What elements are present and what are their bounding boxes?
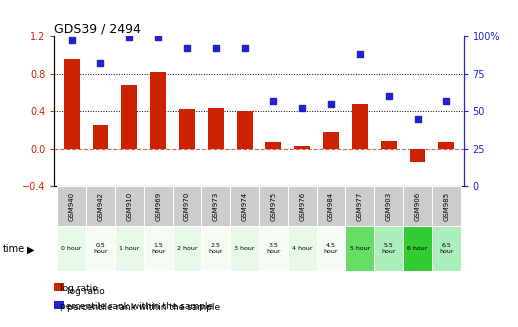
Bar	[375, 226, 403, 271]
Point	[212, 45, 220, 51]
Point	[125, 35, 134, 40]
Bar	[143, 186, 172, 226]
Text: GSM974: GSM974	[241, 191, 248, 221]
Bar	[86, 226, 115, 271]
Bar	[230, 186, 259, 226]
Bar	[316, 226, 346, 271]
Bar	[259, 186, 288, 226]
Bar	[57, 226, 86, 271]
Text: ▶: ▶	[27, 245, 34, 255]
Bar	[115, 186, 143, 226]
Text: GSM969: GSM969	[155, 191, 161, 221]
Bar	[375, 186, 403, 226]
Bar	[259, 226, 288, 271]
Text: 1.5
hour: 1.5 hour	[151, 243, 165, 254]
Bar	[208, 108, 224, 149]
Bar	[403, 226, 432, 271]
Bar	[121, 85, 137, 149]
Bar	[143, 226, 172, 271]
Text: 5.5
hour: 5.5 hour	[381, 243, 396, 254]
Bar	[237, 111, 252, 149]
Text: GSM975: GSM975	[270, 191, 277, 221]
Bar	[202, 186, 230, 226]
Bar	[179, 109, 195, 149]
Point	[240, 45, 249, 51]
Point	[413, 116, 422, 121]
Point	[327, 101, 335, 106]
Bar	[316, 186, 346, 226]
Bar	[294, 146, 310, 149]
Bar	[432, 226, 461, 271]
Text: 1 hour: 1 hour	[119, 246, 139, 251]
Point	[384, 94, 393, 99]
Text: GSM906: GSM906	[414, 191, 421, 221]
Point	[298, 106, 306, 111]
Text: GSM970: GSM970	[184, 191, 190, 221]
Bar	[54, 301, 64, 309]
Bar	[438, 142, 454, 149]
Text: GSM976: GSM976	[299, 191, 305, 221]
Point	[154, 35, 162, 40]
Text: 6.5
hour: 6.5 hour	[439, 243, 454, 254]
Point	[67, 38, 76, 43]
Bar	[266, 142, 281, 149]
Point	[183, 45, 191, 51]
Bar	[288, 186, 316, 226]
Bar	[323, 132, 339, 149]
Text: GSM903: GSM903	[386, 191, 392, 221]
Text: 2 hour: 2 hour	[177, 246, 197, 251]
Point	[356, 51, 364, 57]
Bar	[150, 72, 166, 149]
Text: time: time	[3, 244, 25, 253]
Text: 4 hour: 4 hour	[292, 246, 312, 251]
Bar	[410, 149, 425, 162]
Bar	[403, 186, 432, 226]
Bar	[172, 226, 202, 271]
Bar	[115, 226, 143, 271]
Text: 6 hour: 6 hour	[407, 246, 428, 251]
Bar	[288, 226, 316, 271]
Bar	[54, 283, 64, 291]
Text: GSM985: GSM985	[443, 191, 449, 221]
Text: 5 hour: 5 hour	[350, 246, 370, 251]
Bar	[93, 125, 108, 149]
Text: 0.5
hour: 0.5 hour	[93, 243, 108, 254]
Text: 3 hour: 3 hour	[234, 246, 255, 251]
Text: percentile rank within the sample: percentile rank within the sample	[67, 303, 221, 313]
Text: GSM910: GSM910	[126, 191, 132, 221]
Bar	[352, 104, 368, 149]
Bar	[172, 186, 202, 226]
Point	[442, 98, 451, 103]
Point	[269, 98, 278, 103]
Bar	[230, 226, 259, 271]
Text: GSM942: GSM942	[97, 192, 104, 220]
Bar	[64, 60, 80, 149]
Bar	[86, 186, 115, 226]
Bar	[202, 226, 230, 271]
Text: log ratio: log ratio	[60, 284, 97, 294]
Text: percentile rank within the sample: percentile rank within the sample	[60, 302, 213, 312]
Text: log ratio: log ratio	[67, 287, 105, 296]
Text: GSM940: GSM940	[69, 191, 75, 221]
Text: 0 hour: 0 hour	[62, 246, 82, 251]
Bar	[346, 186, 375, 226]
Bar	[346, 226, 375, 271]
Point	[96, 60, 105, 66]
Bar	[381, 141, 397, 149]
Text: GSM973: GSM973	[213, 191, 219, 221]
Bar	[432, 186, 461, 226]
Text: 4.5
hour: 4.5 hour	[324, 243, 338, 254]
Text: 3.5
hour: 3.5 hour	[266, 243, 281, 254]
Bar	[57, 186, 86, 226]
Text: GSM977: GSM977	[357, 191, 363, 221]
Text: GDS39 / 2494: GDS39 / 2494	[54, 23, 141, 36]
Text: 2.5
hour: 2.5 hour	[209, 243, 223, 254]
Text: GSM984: GSM984	[328, 191, 334, 221]
